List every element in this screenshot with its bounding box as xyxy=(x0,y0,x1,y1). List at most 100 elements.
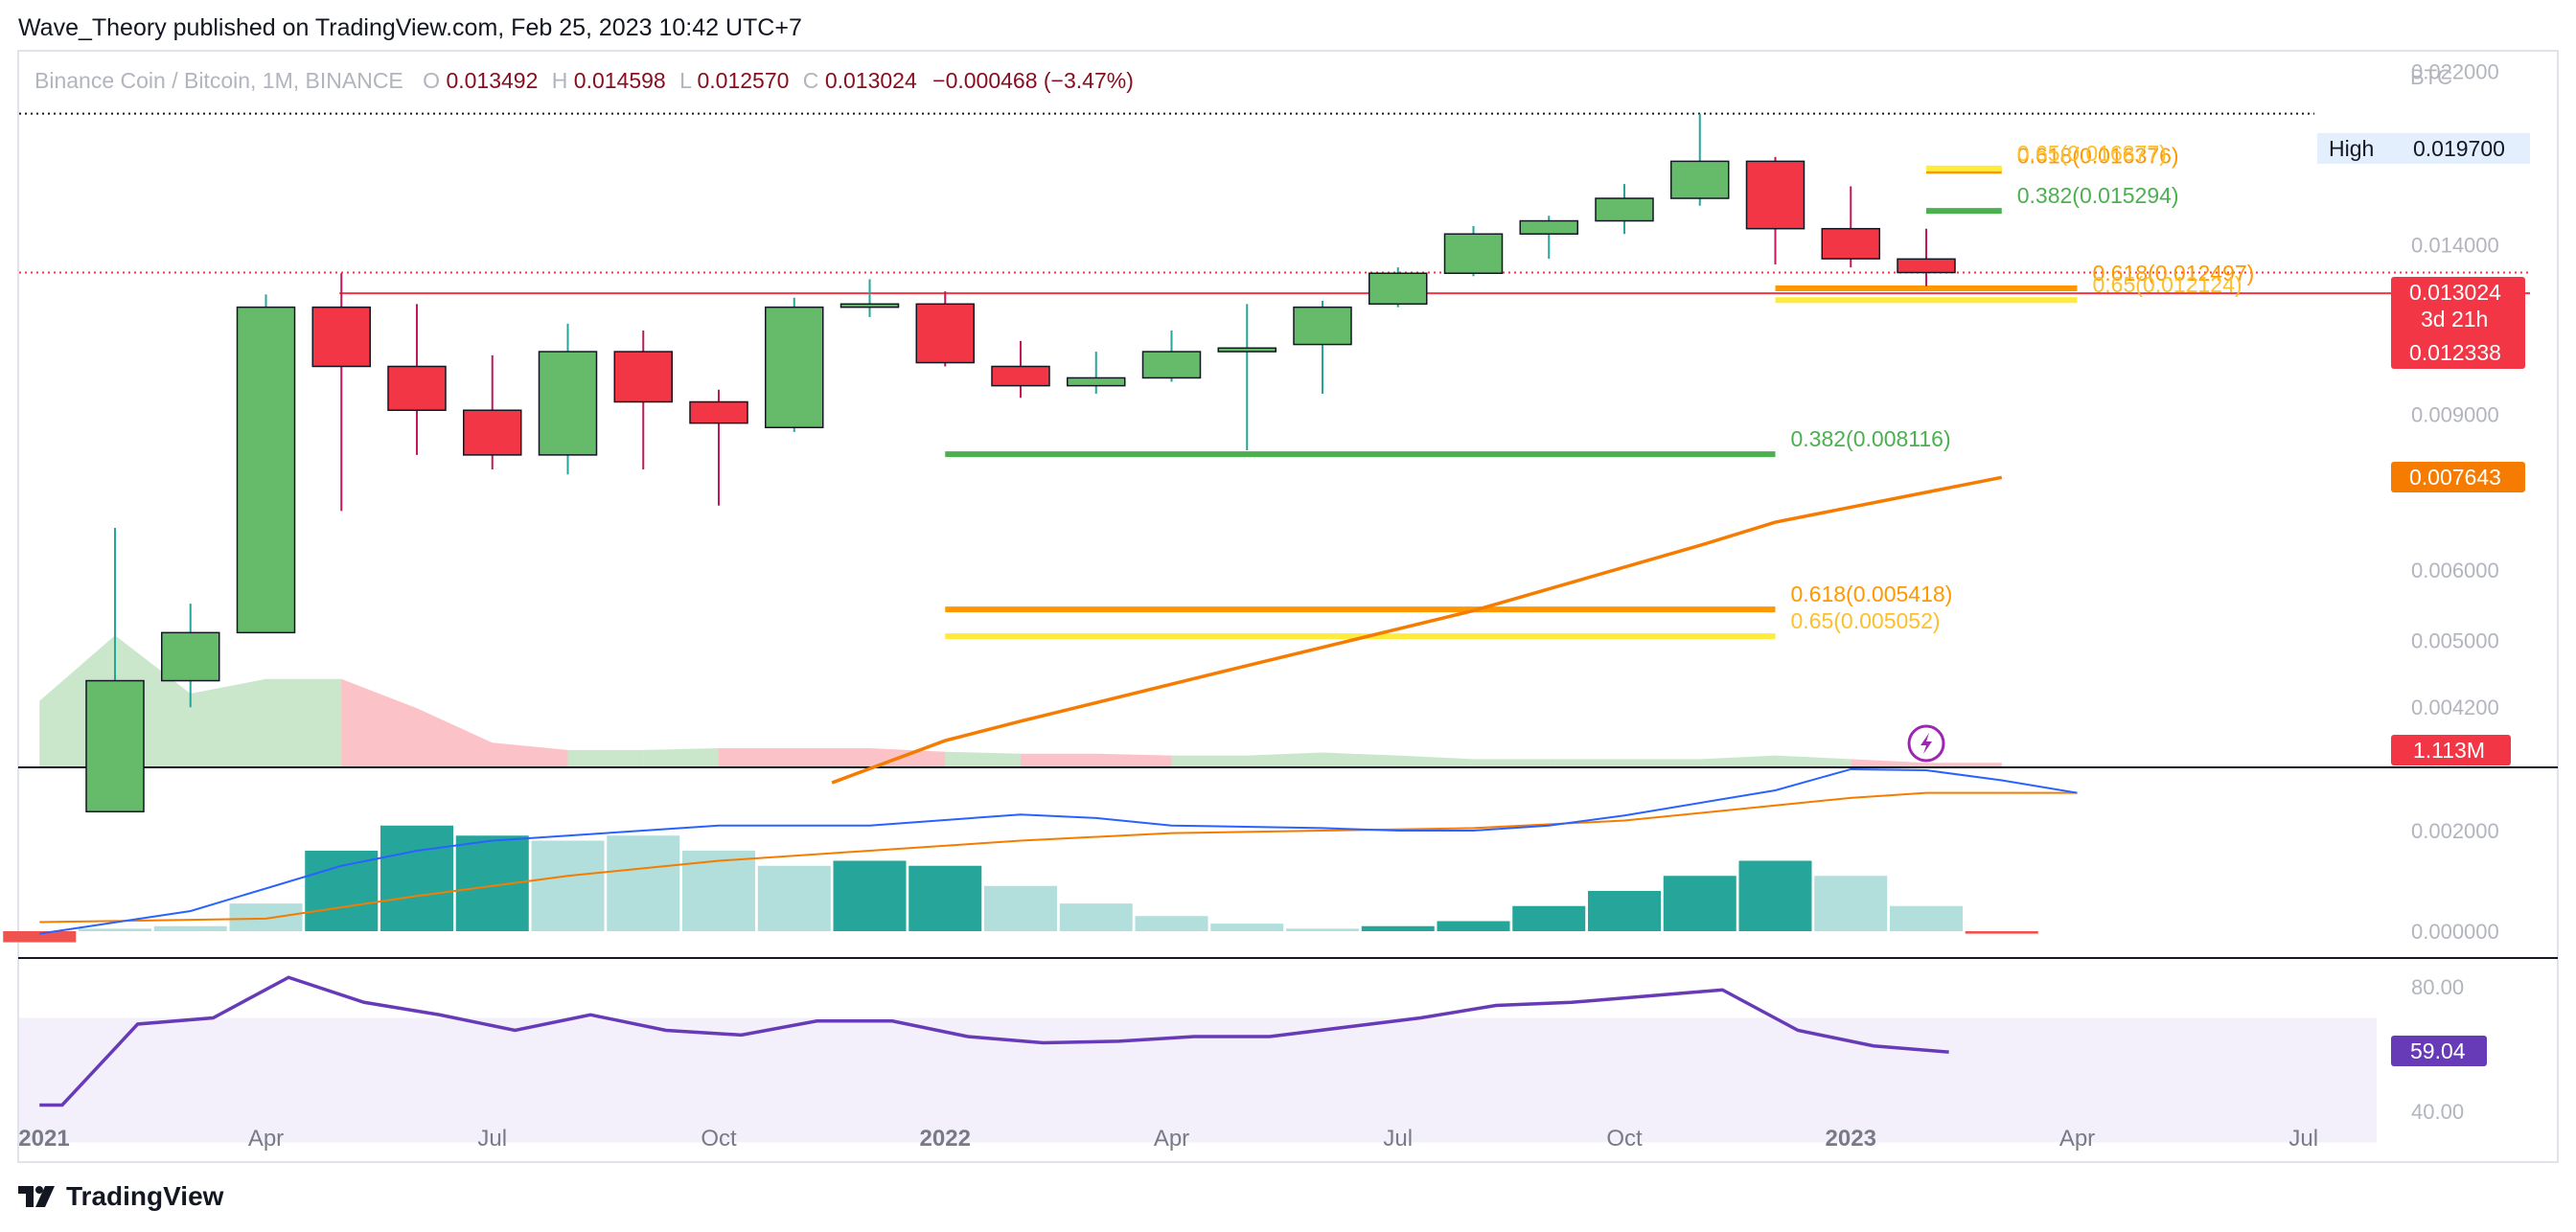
close-label-value: 0.013024 xyxy=(2409,280,2501,305)
candle-body xyxy=(236,306,296,634)
macd-histogram-bar xyxy=(757,865,831,931)
rsi-band xyxy=(19,1017,2377,1143)
time-axis-tick: Oct xyxy=(701,1126,737,1152)
volume-area-segment xyxy=(1171,755,1248,766)
candle-body xyxy=(1821,227,1880,260)
countdown-label: 3d 21h xyxy=(2421,307,2488,331)
rsi-label-box xyxy=(2391,1036,2487,1066)
price-axis-tick: 0.022000 xyxy=(2411,59,2499,83)
candle-body xyxy=(1443,233,1504,274)
time-axis-tick: 2021 xyxy=(18,1126,69,1152)
ema-label-box xyxy=(2391,462,2525,492)
volume-area-segment xyxy=(1397,755,1474,766)
axis-layer: 0.0220000.0180000.0140000.0090000.006000… xyxy=(18,59,2498,1152)
macd-histogram-bar xyxy=(1512,905,1586,931)
volume-area-segment xyxy=(1624,759,1700,766)
volume-area-segment xyxy=(1775,755,1852,766)
volume-area-segment xyxy=(341,678,417,766)
time-axis-tick: Oct xyxy=(1606,1126,1643,1152)
tradingview-footer-logo[interactable]: TradingView xyxy=(18,1181,223,1212)
legend-high-label: H xyxy=(552,68,568,93)
support-label-value: 0.012338 xyxy=(2409,340,2501,365)
candle-body xyxy=(1293,306,1352,346)
price-axis-tick: 0.014000 xyxy=(2411,234,2499,258)
time-axis-tick: Apr xyxy=(1154,1126,1189,1152)
candle-body xyxy=(161,631,220,682)
rsi-axis-tick: 40.00 xyxy=(2411,1100,2464,1124)
lightning-alert-icon[interactable] xyxy=(1907,724,1945,763)
candle-body xyxy=(840,303,900,308)
rsi-label-value: 59.04 xyxy=(2410,1038,2466,1063)
time-axis-tick: Jul xyxy=(1383,1126,1413,1152)
price-axis-tick: 0.004200 xyxy=(2411,696,2499,719)
fib-level-label: 0.618(0.016376) xyxy=(2017,143,2179,168)
time-axis-tick: 2023 xyxy=(1826,1126,1876,1152)
volume-area-segment xyxy=(1095,753,1172,766)
volume-area-segment xyxy=(1322,752,1398,766)
price-axis-tick: 0.006000 xyxy=(2411,559,2499,582)
volume-area-segment xyxy=(1247,752,1322,766)
volume-label-box xyxy=(2391,735,2511,765)
high-label-box xyxy=(2317,133,2530,164)
legend-low-label: L xyxy=(679,68,692,93)
legend-close-label: C xyxy=(803,68,819,93)
fib-level-label: 0.65(0.012124) xyxy=(2093,272,2242,297)
volume-layer xyxy=(39,635,2002,766)
rsi-axis-tick: 80.00 xyxy=(2411,975,2464,999)
candle-body xyxy=(311,306,371,368)
volume-area-segment xyxy=(417,708,493,766)
legend-high-value: 0.014598 xyxy=(574,68,666,93)
tradingview-brand-text: TradingView xyxy=(66,1181,224,1211)
legend-symbol: Binance Coin / Bitcoin, 1M, BINANCE xyxy=(34,68,403,93)
volume-area-segment xyxy=(1021,753,1096,766)
level-lines-layer xyxy=(19,112,2530,295)
volume-area-segment xyxy=(945,751,1021,766)
legend-open-value: 0.013492 xyxy=(446,68,538,93)
price-unit-label: BTC xyxy=(2410,65,2452,89)
volume-area-segment xyxy=(567,749,644,766)
volume-area-segment xyxy=(1926,763,2002,766)
candle-body xyxy=(613,351,673,403)
chart-frame xyxy=(17,50,2559,1163)
time-axis-tick: Apr xyxy=(248,1126,284,1152)
published-by-line: Wave_Theory published on TradingView.com… xyxy=(18,14,802,41)
volume-area-segment xyxy=(190,678,266,766)
candles-layer[interactable] xyxy=(85,113,1956,812)
price-axis-tick: 0.005000 xyxy=(2411,628,2499,652)
macd-histogram-bar xyxy=(1738,860,1812,931)
macd-histogram-bar xyxy=(1890,905,1963,931)
fib-level-label: 0.382(0.008116) xyxy=(1791,426,1951,451)
fib-level-label: 0.382(0.015294) xyxy=(2017,183,2179,208)
ema-line xyxy=(831,475,2003,785)
candle-body xyxy=(1670,160,1730,199)
macd-histogram-bar xyxy=(3,931,77,943)
rsi-line xyxy=(39,975,1949,1107)
candle-body xyxy=(538,351,598,456)
fib-level-label: 0.65(0.005052) xyxy=(1791,608,1941,633)
volume-area-segment xyxy=(1851,759,1926,766)
macd-histogram-bar xyxy=(1437,921,1510,931)
macd-histogram-bar xyxy=(305,851,379,931)
high-label-value: 0.019700 xyxy=(2413,136,2505,161)
time-axis-tick: Jul xyxy=(477,1126,507,1152)
ema-layer xyxy=(831,475,2003,785)
volume-area-segment xyxy=(794,748,870,766)
macd-histogram-bar xyxy=(531,840,605,931)
macd-histogram-bar xyxy=(1663,876,1736,931)
high-label-text: High xyxy=(2329,136,2374,161)
tradingview-logo-icon xyxy=(18,1186,55,1207)
candle-body xyxy=(85,679,145,812)
candle-body xyxy=(1897,258,1956,274)
volume-label-value: 1.113M xyxy=(2413,738,2485,763)
candle-body xyxy=(1595,197,1654,222)
candle-body xyxy=(1745,160,1806,230)
time-axis-tick: 2022 xyxy=(920,1126,971,1152)
candle-body xyxy=(1217,347,1276,353)
candle-body xyxy=(915,303,975,364)
macd-histogram-bar xyxy=(229,903,303,931)
macd-histogram-bar xyxy=(833,860,907,931)
macd-line xyxy=(39,767,2078,935)
rsi-layer xyxy=(19,975,2377,1143)
